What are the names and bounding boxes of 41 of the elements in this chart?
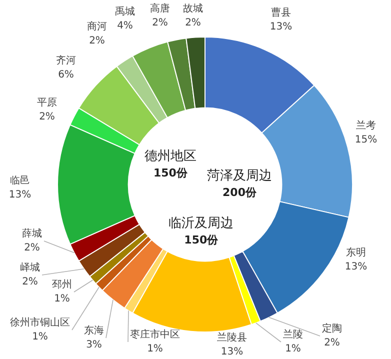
data-label: 2% xyxy=(152,18,168,29)
slice-label: 兰陵县 xyxy=(217,332,247,344)
data-label: 15% xyxy=(354,134,378,146)
data-label: 1% xyxy=(32,332,48,343)
slice-label: 定陶 xyxy=(322,322,342,335)
slice-label: 临邑 xyxy=(10,174,30,187)
slice-label: 齐河 xyxy=(56,54,76,67)
data-label: 1% xyxy=(54,294,70,305)
data-label: 13% xyxy=(220,346,244,358)
data-label: 13% xyxy=(8,190,32,201)
data-label: 2% xyxy=(185,18,201,29)
text: 德州地区 150份 xyxy=(144,149,196,180)
slice-label: 徐州市铜山区 xyxy=(10,316,70,329)
data-label: 2% xyxy=(89,36,105,47)
slice-label: 东明 xyxy=(346,246,366,259)
slice-label: 兰陵 xyxy=(283,328,303,341)
slice-label: 邳州 xyxy=(52,278,72,291)
slice-label: 平原 xyxy=(37,98,57,109)
data-label: 13% xyxy=(344,262,368,273)
slice-label: 薛城 xyxy=(22,228,42,240)
data-label: 1% xyxy=(147,344,163,355)
slice-label: 枣庄市中区 xyxy=(130,328,180,341)
slice-label: 曹县 xyxy=(271,6,291,19)
data-label: 2% xyxy=(22,276,38,288)
slice-label: 故城 xyxy=(183,2,203,15)
slice-label: 东海 xyxy=(84,324,104,337)
text: 菏泽及周边 200份 xyxy=(207,168,272,199)
data-label: 2% xyxy=(324,338,340,349)
data-label: 1% xyxy=(285,344,301,355)
slice-label: 峄城 xyxy=(20,262,40,274)
data-label: 3% xyxy=(86,340,102,351)
data-label: 2% xyxy=(24,242,40,254)
data-label: 2% xyxy=(39,112,55,123)
slice-label: 兰考 xyxy=(356,120,376,132)
data-label: 13% xyxy=(270,22,292,33)
text: 临沂及周边 150份 xyxy=(168,216,234,246)
data-label: 6% xyxy=(58,70,74,81)
slice-label: 禹城 xyxy=(115,6,135,18)
slice-label: 高唐 xyxy=(150,2,170,15)
data-label: 4% xyxy=(117,20,133,32)
slice-label: 商河 xyxy=(87,20,107,33)
